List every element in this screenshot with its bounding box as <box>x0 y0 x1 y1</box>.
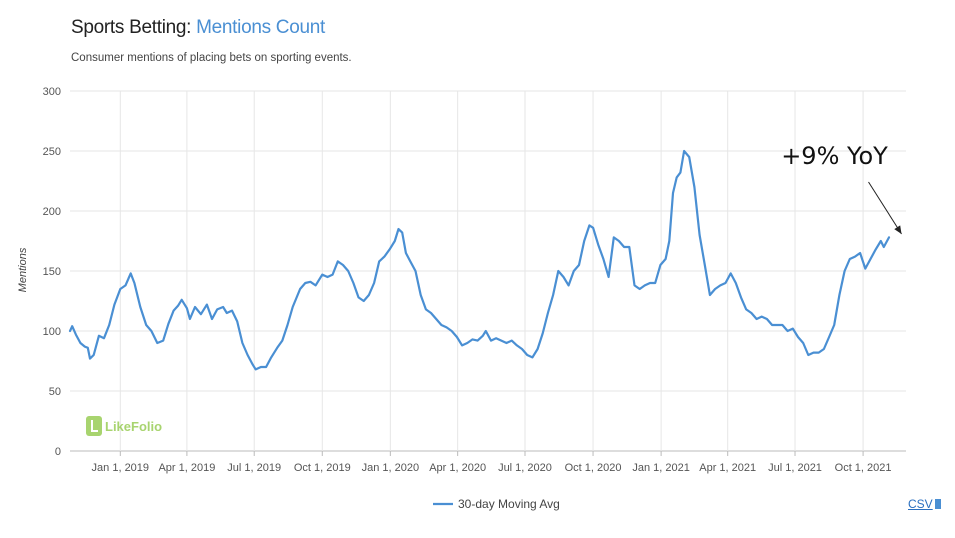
y-tick-label: 50 <box>49 386 61 398</box>
title-prefix: Sports Betting: <box>71 17 192 38</box>
x-tick-label: Oct 1, 2020 <box>565 462 622 474</box>
y-tick-label: 150 <box>43 266 61 278</box>
chart-subtitle: Consumer mentions of placing bets on spo… <box>71 52 352 64</box>
title-accent: Mentions Count <box>196 17 325 38</box>
legend[interactable]: 30-day Moving Avg <box>433 497 560 511</box>
x-tick-label: Jan 1, 2021 <box>632 462 690 474</box>
annotation-text: +9% YoY <box>781 142 888 170</box>
series-line-30-day-moving-avg <box>68 149 891 371</box>
y-tick-label: 100 <box>43 326 61 338</box>
csv-download-link[interactable]: CSV <box>908 497 941 511</box>
x-tick-label: Jan 1, 2020 <box>362 462 420 474</box>
x-tick-label: Apr 1, 2021 <box>699 462 756 474</box>
y-axis-label: Mentions <box>17 247 29 292</box>
y-tick-label: 250 <box>43 146 61 158</box>
x-tick-label: Oct 1, 2021 <box>835 462 892 474</box>
x-axis: Jan 1, 2019 Apr 1, 2019 Jul 1, 2019 Oct 1, … <box>92 451 892 474</box>
x-tick-label: Oct 1, 2019 <box>294 462 351 474</box>
legend-label: 30-day Moving Avg <box>458 497 560 511</box>
annotation-arrow-line <box>868 181 902 235</box>
x-tick-label: Jul 1, 2019 <box>227 462 281 474</box>
logo-text: LikeFolio <box>105 418 163 434</box>
x-tick-label: Jan 1, 2019 <box>92 462 150 474</box>
x-tick-label: Apr 1, 2019 <box>158 462 215 474</box>
x-tick-label: Apr 1, 2020 <box>429 462 486 474</box>
y-tick-label: 200 <box>43 206 61 218</box>
y-axis: 0 50 100 150 200 250 300 <box>43 86 61 458</box>
likefolio-logo-icon <box>86 416 102 436</box>
likefolio-logo: LikeFolio <box>86 416 162 436</box>
csv-label: CSV <box>908 497 933 511</box>
grid-layer <box>70 90 906 452</box>
y-tick-label: 0 <box>55 446 61 458</box>
download-icon <box>934 499 941 509</box>
annotation-layer: +9% YoY <box>781 142 902 235</box>
y-tick-label: 300 <box>43 86 61 98</box>
annotation-arrow-head <box>894 225 902 234</box>
x-tick-label: Jul 1, 2021 <box>768 462 822 474</box>
x-tick-label: Jul 1, 2020 <box>498 462 552 474</box>
chart-title: Sports Betting: Mentions Count <box>71 17 325 39</box>
series-layer <box>68 149 891 371</box>
